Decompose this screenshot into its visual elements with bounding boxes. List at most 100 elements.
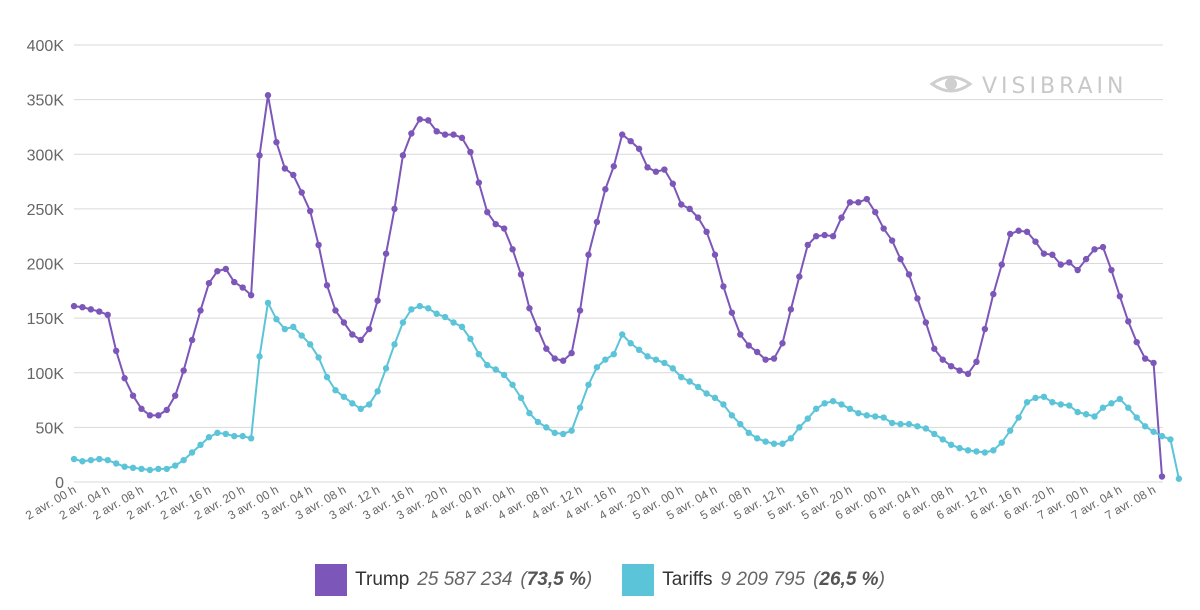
data-point: [1116, 293, 1124, 300]
data-point: [70, 455, 78, 463]
data-point: [332, 307, 339, 314]
data-point: [998, 439, 1005, 446]
data-point: [484, 208, 491, 216]
data-point: [1023, 228, 1031, 236]
data-point: [306, 341, 314, 348]
y-tick-label: 50K: [36, 420, 65, 437]
data-point: [273, 139, 280, 146]
data-point: [728, 309, 736, 316]
data-point: [931, 345, 938, 352]
data-point: [939, 356, 946, 363]
data-point: [720, 401, 727, 408]
series-line-tariffs: [73, 301, 1180, 479]
data-point: [644, 164, 651, 171]
data-point: [239, 432, 246, 440]
data-point: [188, 449, 196, 456]
data-point: [576, 307, 584, 314]
data-point: [846, 405, 854, 412]
data-point: [374, 388, 381, 395]
data-point: [475, 179, 483, 186]
x-axis-ticks: 2 avr. 00 h2 avr. 04 h2 avr. 08 h2 avr. …: [23, 482, 1158, 522]
data-point: [1040, 250, 1048, 257]
data-point: [720, 283, 727, 290]
data-point: [559, 357, 567, 364]
data-point: [1150, 428, 1157, 435]
data-point: [956, 367, 963, 374]
data-point: [509, 381, 516, 388]
y-tick-label: 250K: [27, 202, 65, 219]
data-point: [1006, 427, 1014, 434]
data-point: [1125, 404, 1132, 411]
data-point: [762, 356, 769, 363]
data-point: [652, 168, 660, 175]
data-point: [231, 432, 238, 440]
data-point: [711, 394, 719, 402]
data-point: [821, 231, 828, 239]
data-point: [517, 271, 525, 278]
data-point: [222, 430, 230, 438]
legend-item-tariffs[interactable]: Tariffs 9 209 795 (26,5 %): [622, 564, 885, 596]
data-point: [214, 429, 221, 437]
y-tick-label: 150K: [27, 311, 65, 328]
data-point: [155, 465, 162, 473]
data-point: [661, 359, 668, 367]
data-point: [737, 420, 744, 428]
data-point: [990, 290, 997, 298]
data-point: [197, 307, 204, 314]
data-point: [981, 449, 989, 456]
data-point: [964, 370, 972, 378]
data-point: [450, 131, 457, 138]
data-point: [990, 447, 997, 454]
data-point: [779, 440, 786, 447]
data-point: [79, 304, 86, 311]
data-point: [492, 220, 499, 228]
data-point: [163, 406, 170, 414]
data-point: [1158, 473, 1166, 480]
data-point: [129, 464, 137, 471]
line-chart: 0 50K 100K 150K 200K 250K 300K 350K 400K 2 avr. …: [23, 38, 1183, 523]
data-point: [138, 405, 145, 412]
data-point: [576, 404, 584, 411]
series-trump: [70, 92, 1166, 480]
data-point: [340, 393, 348, 400]
data-point: [534, 325, 542, 333]
data-point: [104, 456, 111, 464]
y-tick-label: 400K: [27, 38, 65, 55]
data-point: [1006, 230, 1014, 238]
data-point: [264, 92, 272, 99]
data-point: [290, 171, 297, 179]
data-point: [1141, 355, 1149, 362]
legend-paren-open: (: [520, 569, 527, 590]
data-point: [905, 420, 913, 428]
data-point: [180, 456, 187, 464]
data-point: [694, 214, 702, 221]
data-point: [703, 390, 710, 397]
data-point: [526, 305, 533, 312]
data-point: [349, 400, 356, 407]
data-point: [172, 462, 179, 469]
data-point: [1099, 404, 1107, 411]
data-point: [686, 378, 693, 385]
data-point: [829, 397, 837, 405]
data-point: [770, 440, 778, 447]
data-point: [753, 435, 761, 442]
y-axis-ticks: 0 50K 100K 150K 200K 250K 300K 350K 400K: [27, 38, 65, 492]
data-point: [484, 361, 491, 369]
data-point: [1108, 400, 1115, 407]
data-point: [568, 427, 575, 434]
data-point: [104, 311, 111, 319]
data-point: [888, 237, 896, 244]
data-point: [357, 336, 364, 344]
data-point: [610, 350, 617, 358]
data-point: [686, 205, 693, 213]
legend: Trump 25 587 234 (73,5 %) Tariffs 9 209 …: [0, 560, 1200, 600]
y-tick-label: 0: [55, 475, 64, 492]
legend-item-trump[interactable]: Trump 25 587 234 (73,5 %): [315, 564, 592, 596]
data-point: [374, 297, 381, 304]
data-point: [635, 346, 643, 354]
data-point: [678, 373, 685, 381]
data-point: [306, 207, 314, 215]
data-point: [1023, 399, 1031, 406]
data-point: [1032, 238, 1039, 245]
data-point: [155, 412, 162, 419]
